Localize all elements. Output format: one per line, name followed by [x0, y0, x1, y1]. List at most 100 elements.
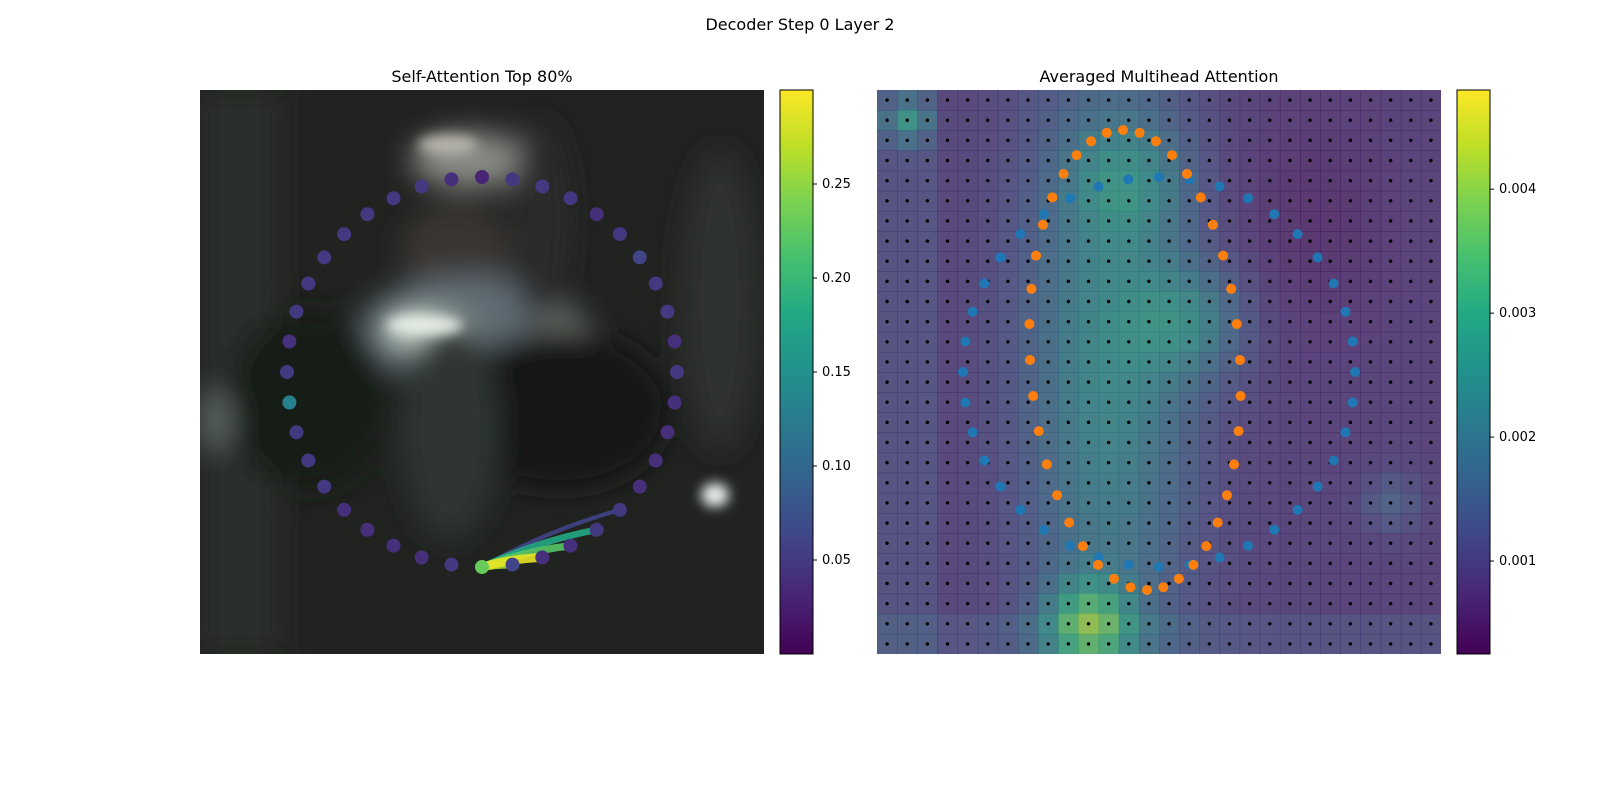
- attention-point: [612, 227, 627, 242]
- grid-point: [1066, 178, 1071, 183]
- grid-point: [1409, 178, 1413, 183]
- grid-point: [1388, 138, 1393, 143]
- grid-point: [1247, 581, 1252, 586]
- grid-point: [1429, 340, 1433, 344]
- grid-point: [1308, 460, 1312, 465]
- blue-point: [995, 481, 1006, 492]
- grid-point: [1227, 380, 1232, 384]
- grid-point: [945, 380, 950, 384]
- grid-point: [1308, 219, 1312, 223]
- grid-point: [1066, 360, 1071, 364]
- orange-point: [1226, 283, 1237, 294]
- grid-point: [1368, 380, 1373, 384]
- blue-point: [995, 252, 1006, 263]
- attention-point: [535, 550, 550, 565]
- grid-point: [1106, 340, 1111, 344]
- grid-point: [1106, 138, 1111, 143]
- grid-point: [1328, 178, 1332, 183]
- grid-point: [965, 501, 970, 505]
- grid-point: [1147, 460, 1151, 465]
- grid-point: [986, 501, 990, 505]
- grid-point: [1207, 138, 1212, 143]
- orange-point: [1142, 585, 1152, 595]
- grid-point: [1328, 259, 1332, 263]
- grid-point: [1268, 138, 1272, 143]
- grid-point: [965, 138, 970, 143]
- grid-point: [1086, 642, 1091, 646]
- grid-point: [986, 319, 990, 324]
- left-panel-title: Self-Attention Top 80%: [391, 67, 572, 86]
- grid-point: [986, 199, 990, 203]
- grid-point: [1308, 360, 1312, 364]
- grid-point: [1227, 340, 1232, 344]
- grid-point: [945, 501, 950, 505]
- grid-point: [1388, 581, 1393, 586]
- grid-point: [1348, 481, 1353, 485]
- grid-point: [1388, 178, 1393, 183]
- grid-point: [1187, 380, 1191, 384]
- grid-point: [905, 420, 909, 425]
- grid-point: [1288, 541, 1292, 545]
- grid-point: [1066, 501, 1071, 505]
- grid-point: [1187, 440, 1191, 445]
- grid-point: [1308, 319, 1312, 324]
- grid-point: [1308, 601, 1312, 606]
- grid-point: [1409, 460, 1413, 465]
- grid-point: [925, 380, 930, 384]
- grid-point: [1147, 219, 1151, 223]
- grid-point: [1247, 259, 1252, 263]
- grid-point: [1106, 118, 1111, 122]
- colorbar-tick-label: 0.001: [1499, 554, 1536, 569]
- grid-point: [885, 642, 889, 646]
- grid-point: [1429, 178, 1433, 183]
- blue-point: [1350, 367, 1360, 377]
- grid-point: [1308, 98, 1312, 102]
- grid-point: [1207, 158, 1212, 163]
- grid-point: [1348, 199, 1353, 203]
- grid-point: [1026, 460, 1030, 465]
- grid-point: [1207, 581, 1212, 586]
- grid-point: [1409, 420, 1413, 425]
- grid-point: [1026, 299, 1030, 304]
- grid-point: [1207, 239, 1212, 243]
- grid-point: [1006, 138, 1010, 143]
- blue-point: [1269, 209, 1280, 220]
- grid-point: [1227, 158, 1232, 163]
- grid-point: [1247, 521, 1252, 525]
- grid-point: [885, 340, 889, 344]
- attention-point: [289, 304, 304, 319]
- grid-point: [1409, 299, 1413, 304]
- grid-point: [1207, 299, 1212, 304]
- grid-point: [1187, 259, 1191, 263]
- right-colorbar-ticks: 0.001 0.002 0.003 0.004: [1490, 182, 1536, 569]
- grid-point: [1187, 138, 1191, 143]
- grid-point: [1388, 601, 1393, 606]
- grid-point: [1026, 440, 1030, 445]
- grid-point: [1288, 622, 1292, 626]
- grid-point: [1348, 642, 1353, 646]
- grid-point: [1429, 481, 1433, 485]
- grid-point: [885, 561, 889, 566]
- grid-point: [1127, 541, 1131, 545]
- grid-point: [1046, 239, 1050, 243]
- grid-point: [1167, 279, 1171, 284]
- grid-point: [1368, 400, 1373, 404]
- grid-point: [1268, 541, 1272, 545]
- grid-point: [1368, 460, 1373, 465]
- orange-point: [1218, 250, 1229, 261]
- grid-point: [1207, 642, 1212, 646]
- grid-point: [1348, 561, 1353, 566]
- grid-point: [1066, 440, 1071, 445]
- grid-point: [1187, 158, 1191, 163]
- grid-point: [1167, 239, 1171, 243]
- grid-point: [925, 521, 930, 525]
- grid-point: [1187, 319, 1191, 324]
- grid-point: [1227, 581, 1232, 586]
- grid-point: [945, 239, 950, 243]
- grid-point: [1288, 420, 1292, 425]
- grid-point: [1066, 400, 1071, 404]
- grid-point: [1288, 118, 1292, 122]
- grid-point: [1187, 299, 1191, 304]
- grid-point: [1127, 279, 1131, 284]
- grid-point: [1429, 601, 1433, 606]
